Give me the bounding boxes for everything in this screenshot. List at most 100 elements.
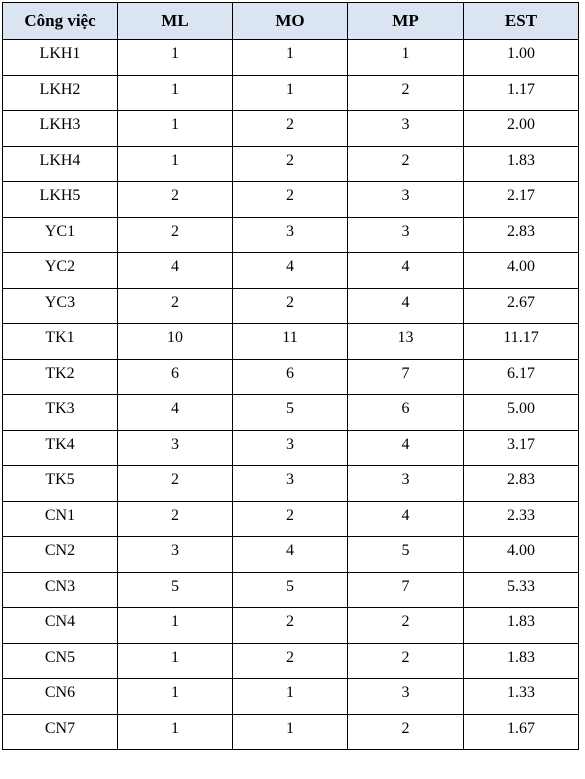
table-row: TK2 6 6 7 6.17: [2, 358, 579, 395]
cell-mo: 2: [232, 145, 348, 182]
cell-mp: 4: [347, 287, 464, 324]
cell-task: CN1: [2, 500, 118, 537]
cell-est: 3.17: [463, 429, 579, 466]
cell-est: 5.00: [463, 394, 579, 431]
cell-ml: 4: [117, 394, 233, 431]
cell-task: LKH5: [2, 181, 118, 218]
cell-mp: 3: [347, 181, 464, 218]
cell-mp: 2: [347, 642, 464, 679]
estimate-table-container: Công việc ML MO MP EST LKH1 1 1 1 1.00 LKH2 1 1…: [2, 2, 579, 750]
cell-mo: 1: [232, 713, 348, 750]
cell-task: LKH4: [2, 145, 118, 182]
cell-ml: 5: [117, 571, 233, 608]
cell-ml: 3: [117, 429, 233, 466]
cell-mo: 3: [232, 216, 348, 253]
cell-mo: 2: [232, 181, 348, 218]
table-row: TK4 3 3 4 3.17: [2, 429, 579, 466]
table-row: CN5 1 2 2 1.83: [2, 642, 579, 679]
cell-ml: 1: [117, 110, 233, 147]
cell-mo: 2: [232, 500, 348, 537]
cell-ml: 6: [117, 358, 233, 395]
cell-mp: 3: [347, 216, 464, 253]
cell-task: CN6: [2, 678, 118, 715]
cell-task: LKH1: [2, 39, 118, 76]
cell-mo: 1: [232, 39, 348, 76]
cell-mo: 2: [232, 642, 348, 679]
cell-mo: 1: [232, 678, 348, 715]
cell-mo: 2: [232, 287, 348, 324]
header-mp: MP: [347, 2, 464, 40]
cell-mp: 2: [347, 713, 464, 750]
cell-mo: 5: [232, 394, 348, 431]
cell-ml: 10: [117, 323, 233, 360]
cell-ml: 2: [117, 500, 233, 537]
cell-mo: 11: [232, 323, 348, 360]
cell-task: YC3: [2, 287, 118, 324]
cell-ml: 1: [117, 607, 233, 644]
cell-ml: 1: [117, 713, 233, 750]
cell-ml: 4: [117, 252, 233, 289]
cell-mp: 3: [347, 110, 464, 147]
table-row: CN1 2 2 4 2.33: [2, 500, 579, 537]
header-mo: MO: [232, 2, 348, 40]
cell-est: 2.33: [463, 500, 579, 537]
cell-ml: 1: [117, 74, 233, 111]
cell-est: 1.83: [463, 145, 579, 182]
cell-mo: 2: [232, 607, 348, 644]
table-row: LKH2 1 1 2 1.17: [2, 74, 579, 111]
cell-task: LKH3: [2, 110, 118, 147]
cell-task: TK5: [2, 465, 118, 502]
table-row: YC3 2 2 4 2.67: [2, 287, 579, 324]
cell-mp: 4: [347, 500, 464, 537]
cell-est: 1.00: [463, 39, 579, 76]
cell-mo: 3: [232, 465, 348, 502]
estimate-table: Công việc ML MO MP EST LKH1 1 1 1 1.00 LKH2 1 1…: [2, 2, 579, 750]
cell-est: 2.67: [463, 287, 579, 324]
cell-task: CN5: [2, 642, 118, 679]
cell-est: 1.33: [463, 678, 579, 715]
cell-task: TK4: [2, 429, 118, 466]
cell-est: 2.83: [463, 216, 579, 253]
cell-est: 2.83: [463, 465, 579, 502]
cell-mo: 4: [232, 536, 348, 573]
cell-ml: 2: [117, 287, 233, 324]
cell-ml: 1: [117, 145, 233, 182]
cell-mp: 3: [347, 678, 464, 715]
cell-est: 4.00: [463, 536, 579, 573]
cell-task: CN4: [2, 607, 118, 644]
cell-mo: 2: [232, 110, 348, 147]
cell-mo: 3: [232, 429, 348, 466]
cell-task: TK3: [2, 394, 118, 431]
cell-mo: 1: [232, 74, 348, 111]
cell-mp: 5: [347, 536, 464, 573]
cell-est: 1.83: [463, 607, 579, 644]
cell-ml: 3: [117, 536, 233, 573]
header-task: Công việc: [2, 2, 118, 40]
cell-ml: 1: [117, 678, 233, 715]
cell-est: 5.33: [463, 571, 579, 608]
cell-mp: 3: [347, 465, 464, 502]
table-header: Công việc ML MO MP EST: [2, 2, 579, 40]
table-row: YC2 4 4 4 4.00: [2, 252, 579, 289]
cell-est: 6.17: [463, 358, 579, 395]
table-row: LKH4 1 2 2 1.83: [2, 145, 579, 182]
cell-est: 2.00: [463, 110, 579, 147]
cell-mp: 6: [347, 394, 464, 431]
table-row: TK3 4 5 6 5.00: [2, 394, 579, 431]
table-row: LKH3 1 2 3 2.00: [2, 110, 579, 147]
table-row: LKH5 2 2 3 2.17: [2, 181, 579, 218]
cell-mp: 13: [347, 323, 464, 360]
cell-est: 11.17: [463, 323, 579, 360]
cell-task: TK2: [2, 358, 118, 395]
table-row: TK5 2 3 3 2.83: [2, 465, 579, 502]
cell-mp: 2: [347, 74, 464, 111]
cell-task: CN7: [2, 713, 118, 750]
cell-est: 1.67: [463, 713, 579, 750]
table-row: CN7 1 1 2 1.67: [2, 713, 579, 750]
table-row: LKH1 1 1 1 1.00: [2, 39, 579, 76]
table-body: LKH1 1 1 1 1.00 LKH2 1 1 2 1.17 LKH3 1 2 3 2.00 LKH4 1 2 2…: [2, 39, 579, 750]
header-ml: ML: [117, 2, 233, 40]
cell-mp: 2: [347, 145, 464, 182]
cell-task: CN2: [2, 536, 118, 573]
cell-ml: 2: [117, 216, 233, 253]
